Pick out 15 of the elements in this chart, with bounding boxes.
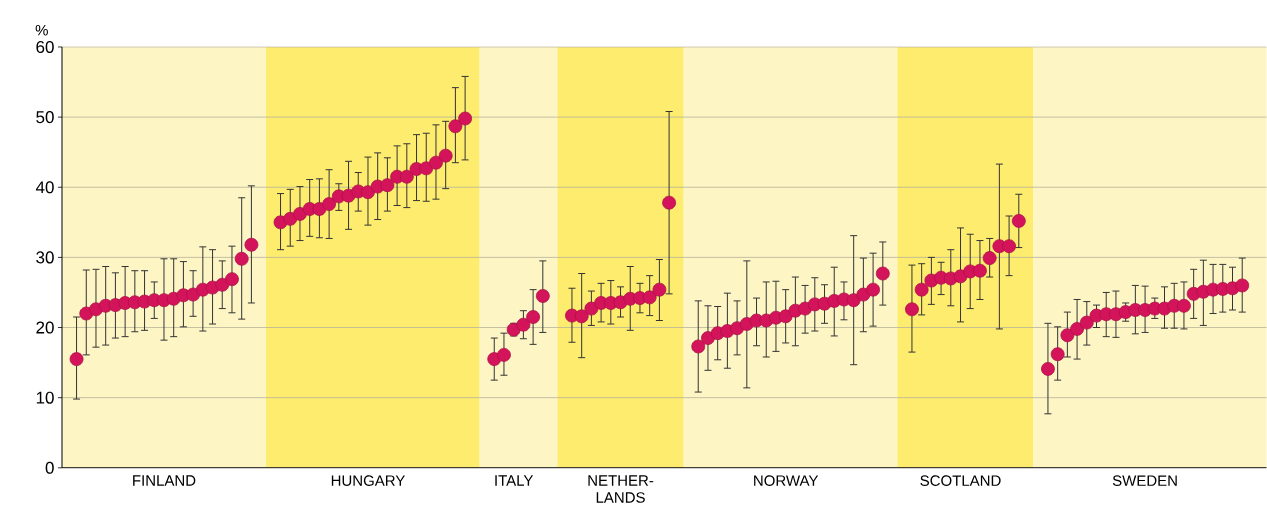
y-axis-title: % — [35, 25, 48, 36]
x-tick-label: NORWAY — [754, 475, 819, 487]
y-tick-label: 60 — [36, 41, 54, 54]
y-tick-label: 50 — [36, 111, 54, 124]
y-tick-label: 20 — [36, 321, 54, 334]
y-tick-label: 10 — [36, 391, 54, 404]
y-tick-label: 40 — [35, 181, 54, 194]
y-tick-label: 0 — [45, 461, 54, 474]
x-tick-label: FINLAND — [133, 475, 196, 486]
x-tick-label: NETHER-LANDS — [588, 475, 654, 503]
x-tick-label: SCOTLAND — [920, 475, 1001, 487]
y-tick-label: 30 — [36, 251, 54, 264]
x-tick-label: HUNGARY — [331, 475, 405, 487]
x-tick-label: ITALY — [495, 475, 534, 486]
x-tick-label: SWEDEN — [1112, 475, 1177, 487]
